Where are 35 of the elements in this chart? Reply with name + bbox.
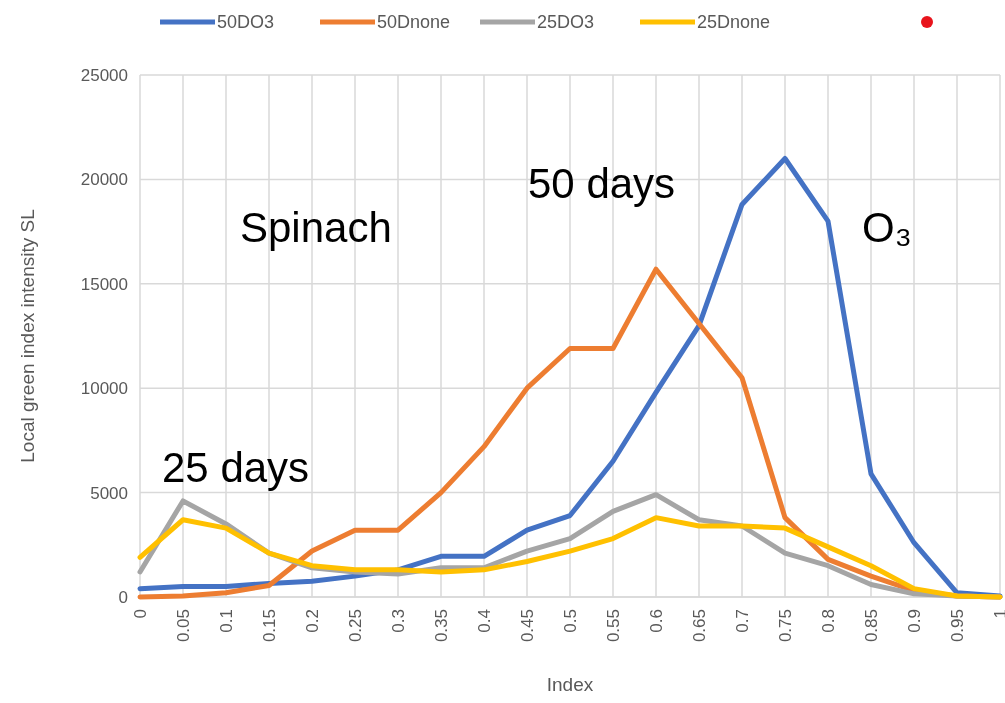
y-tick-label: 10000 <box>80 379 128 399</box>
annotation: Spinach <box>240 204 392 251</box>
x-tick-label: 0.6 <box>647 609 666 633</box>
x-tick-label: 0.95 <box>948 609 967 643</box>
x-tick-label: 0.4 <box>475 609 494 633</box>
x-axis-title: Index <box>546 674 594 695</box>
x-tick-label: 0.45 <box>518 609 537 643</box>
x-tick-label: 0.05 <box>174 609 193 643</box>
x-tick-label: 0.75 <box>776 609 795 643</box>
x-tick-label: 0.5 <box>561 609 580 633</box>
x-tick-label: 0.8 <box>819 609 838 633</box>
y-axis-title: Local green index intensity SL <box>17 209 38 463</box>
x-tick-label: 0.35 <box>432 609 451 643</box>
y-tick-label: 25000 <box>80 65 128 85</box>
y-tick-label: 15000 <box>80 274 128 294</box>
x-tick-label: 0.2 <box>303 609 322 633</box>
y-tick-label: 20000 <box>80 170 128 190</box>
x-tick-label: 0 <box>131 609 150 619</box>
legend-label: 50DO3 <box>217 12 275 33</box>
legend-label: 50Dnone <box>377 12 451 33</box>
annotation: 50 days <box>528 160 676 207</box>
x-tick-label: 0.85 <box>862 609 881 643</box>
legend-label: 25DO3 <box>537 12 595 33</box>
x-tick-label: 0.3 <box>389 609 408 633</box>
annotation: 25 days <box>162 444 310 491</box>
x-tick-label: 0.1 <box>217 609 236 633</box>
x-tick-label: 0.55 <box>604 609 623 643</box>
x-tick-label: 0.25 <box>346 609 365 643</box>
x-tick-label: 0.9 <box>905 609 924 633</box>
x-tick-label: 0.65 <box>690 609 709 643</box>
annotation: O₃ <box>862 204 912 251</box>
x-tick-label: 0.15 <box>260 609 279 643</box>
x-tick-label: 0.7 <box>733 609 752 633</box>
legend-label: 25Dnone <box>697 12 771 33</box>
y-tick-label: 5000 <box>90 483 128 503</box>
